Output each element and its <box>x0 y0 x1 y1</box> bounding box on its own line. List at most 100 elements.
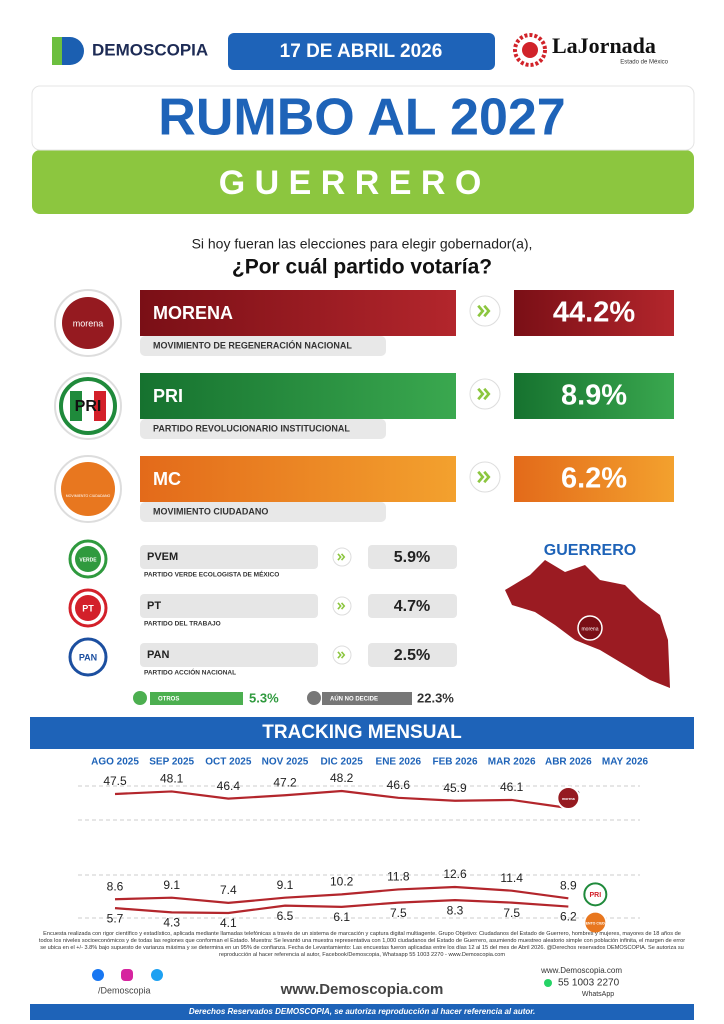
arrow-icon <box>477 470 491 484</box>
rights-bar <box>30 1004 694 1020</box>
month-label: NOV 2025 <box>262 757 309 768</box>
party-logo <box>61 462 115 516</box>
point-label: 8.3 <box>447 903 464 917</box>
party-logo <box>70 391 82 421</box>
title: RUMBO AL 2027 <box>158 89 565 147</box>
month-label: DIC 2025 <box>321 757 364 768</box>
party-logo <box>75 644 101 670</box>
party-logo-text: PRI <box>75 398 102 415</box>
point-label: 46.1 <box>500 780 524 794</box>
social-handle: /Demoscopia <box>98 985 151 995</box>
arrow-icon <box>337 553 346 561</box>
undecided-label: AÚN NO DECIDE <box>330 696 378 703</box>
map-winner-logo <box>577 615 603 641</box>
end-logo-text: PRI <box>589 892 601 899</box>
contact-web[interactable]: www.Demoscopia.com <box>540 966 622 975</box>
tracking-banner <box>30 717 694 749</box>
party-logo-text: PT <box>82 603 94 613</box>
month-label: ENE 2026 <box>376 757 422 768</box>
state-band <box>32 150 694 214</box>
point-label: 45.9 <box>443 781 467 795</box>
partner-sub: Estado de México <box>620 60 668 66</box>
trend-line <box>114 789 569 810</box>
tracking-title: TRACKING MENSUAL <box>262 722 462 743</box>
phone: 55 1003 2270 <box>558 978 620 989</box>
point-label: 11.4 <box>500 871 523 885</box>
result-box <box>514 290 674 336</box>
end-logo-text: morena <box>562 797 575 801</box>
party-full-name: PARTIDO REVOLUCIONARIO INSTITUCIONAL <box>153 423 350 433</box>
party-result: 6.2% <box>561 463 627 495</box>
party-logo-text: morena <box>73 318 104 328</box>
arrow-icon <box>332 547 352 567</box>
website[interactable]: www.Demoscopia.com <box>280 981 444 998</box>
map-winner: morena <box>582 626 599 632</box>
party-logo <box>75 546 101 572</box>
point-label: 7.5 <box>503 906 520 920</box>
rights: Derechos Reservados DEMOSCOPIA, se autor… <box>189 1007 535 1016</box>
logo-mark <box>62 37 84 65</box>
point-label: 6.1 <box>333 910 350 924</box>
result-box <box>514 373 674 419</box>
arrow-icon <box>477 387 491 401</box>
result-box <box>368 643 457 667</box>
end-logo <box>583 882 608 907</box>
methodology: Encuesta realizada con rigor científico … <box>38 931 686 958</box>
party-logo <box>94 391 106 421</box>
question: Si hoy fueran las elecciones para elegir… <box>192 236 533 252</box>
party-logo-text: VERDE <box>79 557 97 563</box>
party-bar <box>140 456 456 502</box>
undecided-icon <box>307 691 321 705</box>
month-label: FEB 2026 <box>432 757 477 768</box>
question: ¿Por cuál partido votaría? <box>232 256 492 279</box>
instagram-icon[interactable] <box>121 969 133 981</box>
logo-text: DEMOSCOPIA <box>92 40 208 59</box>
others-result: 5.3% <box>249 690 279 705</box>
party-bar <box>140 373 456 419</box>
month-label: MAR 2026 <box>488 757 536 768</box>
arrow-icon <box>332 596 352 616</box>
point-label: 4.3 <box>163 916 180 930</box>
point-label: 6.5 <box>277 909 294 923</box>
arrow-icon <box>477 304 491 318</box>
point-label: 7.5 <box>390 906 407 920</box>
arrow-icon <box>469 461 501 493</box>
point-label: 46.4 <box>217 779 241 793</box>
party-name: MC <box>153 469 181 489</box>
state: G U E R R E R O <box>219 164 482 202</box>
end-logo <box>583 910 608 935</box>
point-label: 8.9 <box>560 878 577 892</box>
month-label: SEP 2025 <box>149 757 194 768</box>
party-bar <box>140 290 456 336</box>
month-label: ABR 2026 <box>545 757 592 768</box>
undecided-bar <box>322 692 412 705</box>
date-box <box>228 33 495 70</box>
party-full-name: PARTIDO DEL TRABAJO <box>144 621 221 628</box>
party-result: 4.7% <box>394 598 430 615</box>
arrow-icon <box>332 645 352 665</box>
point-label: 47.2 <box>273 775 297 789</box>
party-bar <box>140 594 318 618</box>
arrow-icon <box>337 651 346 659</box>
result-box <box>368 545 457 569</box>
phone-label: WhatsApp <box>582 991 614 998</box>
date: 17 DE ABRIL 2026 <box>280 41 443 62</box>
party-result: 2.5% <box>394 647 430 664</box>
party-full-name: MOVIMIENTO CIUDADANO <box>153 506 268 516</box>
twitter-icon[interactable] <box>151 969 163 981</box>
party-name: PT <box>147 600 161 612</box>
arrow-icon <box>337 602 346 610</box>
party-full-name-bar <box>140 502 386 522</box>
facebook-icon[interactable] <box>92 969 104 981</box>
party-full-name: PARTIDO ACCIÓN NACIONAL <box>144 668 236 677</box>
end-logo-text: MOVIMIENTO CIUDADANO <box>573 921 618 925</box>
point-label: 8.6 <box>107 879 124 893</box>
whatsapp-icon <box>544 979 552 987</box>
others-icon <box>133 691 147 705</box>
month-label: OCT 2025 <box>205 757 252 768</box>
party-full-name-bar <box>140 336 386 356</box>
end-logo <box>556 786 581 810</box>
party-name: PAN <box>147 649 169 661</box>
point-label: 5.7 <box>107 911 124 925</box>
